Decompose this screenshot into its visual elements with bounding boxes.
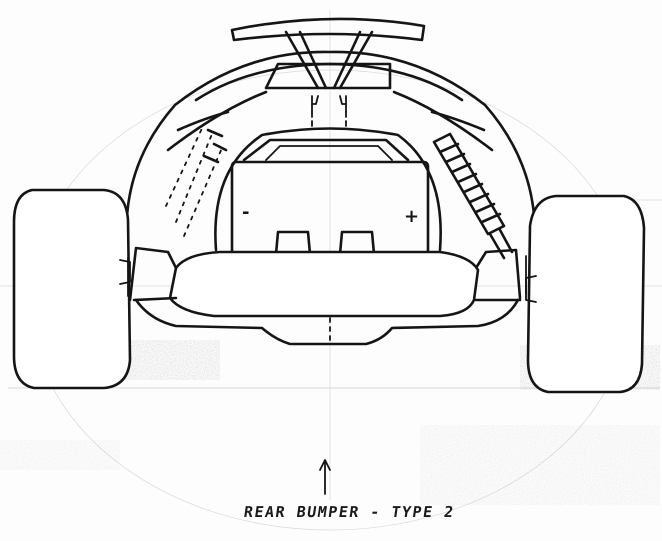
drawing-caption: REAR BUMPER - TYPE 2 bbox=[242, 503, 456, 521]
rear-wing bbox=[230, 17, 426, 131]
engine-bay bbox=[214, 127, 442, 252]
battery-negative-terminal: - bbox=[242, 202, 249, 223]
right-rear-wheel bbox=[525, 194, 646, 394]
body-shell bbox=[125, 50, 537, 257]
rear-bumper bbox=[127, 246, 527, 346]
battery-positive-terminal: + bbox=[404, 206, 419, 227]
right-coil-spring bbox=[432, 132, 514, 260]
left-shock-absorber bbox=[165, 123, 228, 237]
left-rear-wheel bbox=[12, 188, 132, 390]
battery: - + bbox=[230, 160, 430, 256]
up-arrow-icon bbox=[319, 459, 331, 495]
